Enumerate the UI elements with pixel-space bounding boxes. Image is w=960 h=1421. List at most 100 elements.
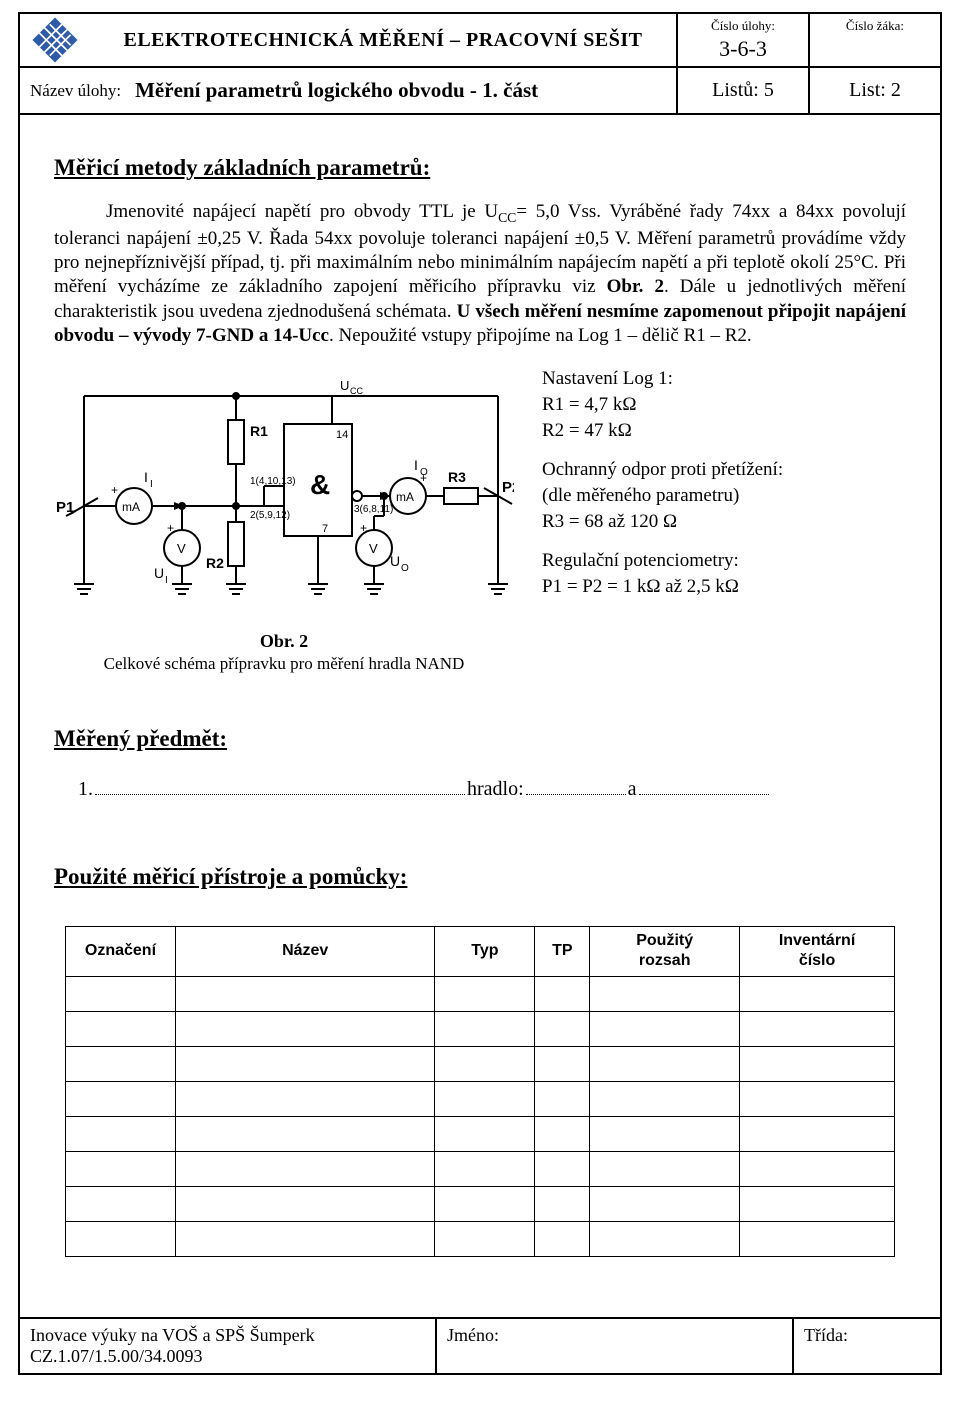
table-row: [66, 976, 895, 1011]
table-cell[interactable]: [175, 1186, 435, 1221]
table-cell[interactable]: [435, 1221, 535, 1256]
logo-cell: [20, 14, 90, 66]
table-cell[interactable]: [66, 1081, 176, 1116]
svg-text:U: U: [390, 553, 400, 569]
footer-class-field[interactable]: Třída:: [792, 1319, 940, 1373]
table-cell[interactable]: [435, 1046, 535, 1081]
table-cell[interactable]: [435, 1151, 535, 1186]
table-cell[interactable]: [175, 1116, 435, 1151]
svg-text:7: 7: [322, 523, 328, 535]
table-cell[interactable]: [175, 1151, 435, 1186]
svg-text:V: V: [369, 541, 378, 556]
table-header-cell: Název: [175, 926, 435, 976]
svg-text:U: U: [340, 378, 349, 393]
table-cell[interactable]: [535, 1011, 590, 1046]
svg-text:I: I: [144, 469, 148, 485]
table-cell[interactable]: [590, 1186, 740, 1221]
table-row: [66, 1011, 895, 1046]
svg-text:I: I: [165, 575, 168, 586]
table-cell[interactable]: [740, 1221, 895, 1256]
task-name-label: Název úlohy:: [30, 81, 121, 101]
svg-text:+: +: [360, 521, 367, 535]
intro-paragraph: Jmenovité napájecí napětí pro obvody TTL…: [54, 200, 906, 348]
fill-field[interactable]: [639, 774, 769, 795]
table-cell[interactable]: [66, 1186, 176, 1221]
table-cell[interactable]: [435, 1186, 535, 1221]
table-cell[interactable]: [535, 1116, 590, 1151]
footer-row: Inovace výuky na VOŠ a SPŠ Šumperk CZ.1.…: [20, 1317, 940, 1373]
table-cell[interactable]: [535, 1046, 590, 1081]
task-number: 3-6-3: [682, 36, 804, 62]
task-name-value: Měření parametrů logického obvodu - 1. č…: [135, 78, 538, 103]
svg-text:+: +: [167, 521, 174, 535]
figure-caption: Obr. 2 Celkové schéma přípravku pro měře…: [54, 630, 514, 675]
table-cell[interactable]: [435, 1011, 535, 1046]
svg-text:I: I: [150, 479, 153, 490]
table-cell[interactable]: [590, 1011, 740, 1046]
table-cell[interactable]: [435, 976, 535, 1011]
fill-field[interactable]: [526, 774, 626, 795]
table-cell[interactable]: [740, 976, 895, 1011]
table-cell[interactable]: [535, 1151, 590, 1186]
table-cell[interactable]: [66, 1221, 176, 1256]
table-cell[interactable]: [740, 1046, 895, 1081]
table-row: [66, 1151, 895, 1186]
svg-text:P2: P2: [502, 479, 514, 496]
table-cell[interactable]: [535, 976, 590, 1011]
table-cell[interactable]: [740, 1151, 895, 1186]
table-cell[interactable]: [590, 1081, 740, 1116]
table-cell[interactable]: [175, 1046, 435, 1081]
task-number-label: Číslo úlohy:: [682, 18, 804, 34]
table-cell[interactable]: [590, 1221, 740, 1256]
table-cell[interactable]: [590, 1046, 740, 1081]
table-row: [66, 1186, 895, 1221]
page-body: Měřicí metody základních parametrů: Jmen…: [20, 115, 940, 1317]
table-cell[interactable]: [535, 1221, 590, 1256]
table-cell[interactable]: [535, 1081, 590, 1116]
table-cell[interactable]: [175, 1081, 435, 1116]
svg-text:V: V: [177, 541, 186, 556]
table-header-row: OznačeníNázevTypTPPoužitýrozsahInventárn…: [66, 926, 895, 976]
section-heading-methods: Měřicí metody základních parametrů:: [54, 153, 906, 182]
table-header-cell: Označení: [66, 926, 176, 976]
table-row: [66, 1116, 895, 1151]
table-cell[interactable]: [740, 1081, 895, 1116]
table-cell[interactable]: [66, 1011, 176, 1046]
table-cell[interactable]: [435, 1116, 535, 1151]
table-cell[interactable]: [66, 976, 176, 1011]
table-cell[interactable]: [175, 976, 435, 1011]
component-params: Nastavení Log 1: R1 = 4,7 kΩ R2 = 47 kΩ …: [542, 366, 906, 674]
svg-text:&: &: [310, 469, 330, 500]
footer-project: Inovace výuky na VOŠ a SPŠ Šumperk CZ.1.…: [20, 1319, 435, 1373]
table-cell[interactable]: [175, 1221, 435, 1256]
table-cell[interactable]: [66, 1116, 176, 1151]
table-cell[interactable]: [740, 1186, 895, 1221]
table-cell[interactable]: [66, 1046, 176, 1081]
table-cell[interactable]: [175, 1011, 435, 1046]
table-cell[interactable]: [590, 976, 740, 1011]
svg-text:P1: P1: [56, 499, 74, 516]
fill-field[interactable]: [95, 774, 465, 795]
doc-title: ELEKTROTECHNICKÁ MĚŘENÍ – PRACOVNÍ SEŠIT: [90, 14, 676, 66]
svg-text:R3: R3: [448, 469, 466, 485]
svg-text:1(4,10,13): 1(4,10,13): [250, 476, 296, 487]
table-row: [66, 1081, 895, 1116]
table-header-cell: TP: [535, 926, 590, 976]
table-cell[interactable]: [740, 1116, 895, 1151]
table-cell[interactable]: [535, 1186, 590, 1221]
table-cell[interactable]: [66, 1151, 176, 1186]
svg-text:R2: R2: [206, 555, 224, 571]
student-number-label: Číslo žáka:: [814, 18, 936, 34]
table-cell[interactable]: [435, 1081, 535, 1116]
svg-text:mA: mA: [122, 500, 140, 514]
header-row: ELEKTROTECHNICKÁ MĚŘENÍ – PRACOVNÍ SEŠIT…: [20, 14, 940, 68]
table-cell[interactable]: [740, 1011, 895, 1046]
table-cell[interactable]: [590, 1116, 740, 1151]
table-cell[interactable]: [590, 1151, 740, 1186]
sheets-count: Listů: 5: [676, 68, 808, 113]
task-number-cell: Číslo úlohy: 3-6-3: [676, 14, 808, 66]
svg-text:14: 14: [336, 429, 348, 441]
svg-text:I: I: [414, 457, 418, 473]
sheet-number: List: 2: [808, 68, 940, 113]
footer-name-field[interactable]: Jméno:: [435, 1319, 792, 1373]
